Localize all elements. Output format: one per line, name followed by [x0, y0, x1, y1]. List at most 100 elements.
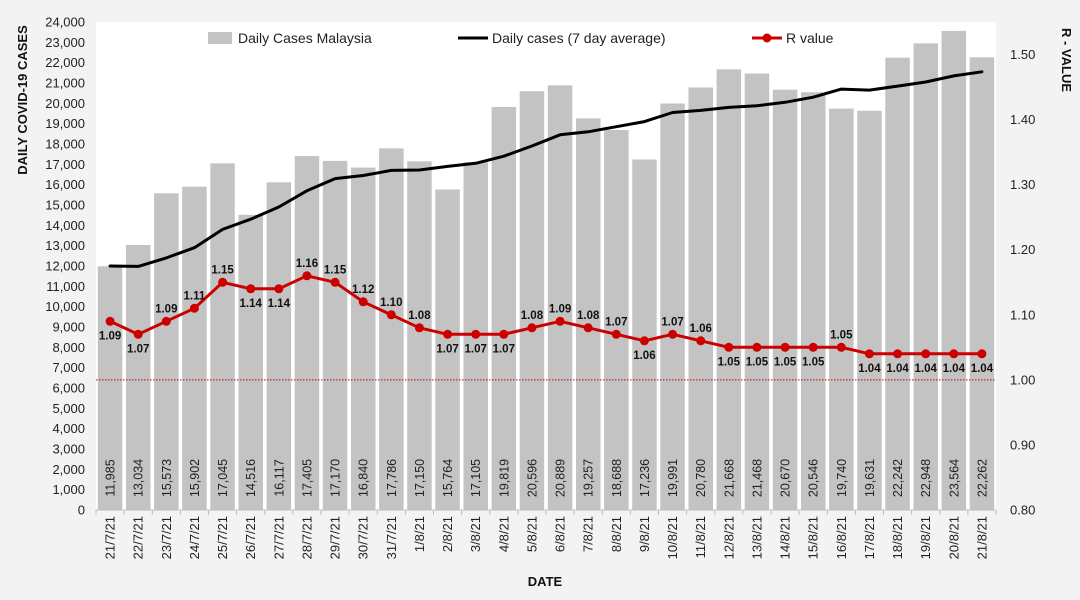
legend: Daily Cases Malaysia Daily cases (7 day a…	[208, 30, 834, 46]
r-value-label: 1.04	[886, 363, 909, 375]
y2-tick-label: 1.20	[1010, 242, 1035, 257]
y-tick-label: 1,000	[52, 482, 85, 497]
r-value-label: 1.08	[521, 310, 544, 322]
bar-value-label: 20,596	[525, 459, 539, 497]
bar	[294, 156, 320, 510]
x-tick-label: 14/8/21	[778, 516, 793, 559]
r-value-label: 1.07	[493, 343, 515, 355]
x-tick-label: 10/8/21	[665, 516, 680, 559]
y-tick-label: 17,000	[45, 157, 85, 172]
legend-label-average: Daily cases (7 day average)	[492, 30, 666, 46]
y-tick-label: 5,000	[52, 401, 85, 416]
r-value-point	[218, 277, 228, 287]
r-value-point	[105, 316, 115, 326]
bar-value-label: 20,546	[807, 459, 821, 497]
r-value-label: 1.05	[830, 329, 853, 341]
bar	[97, 266, 123, 510]
y-tick-label: 14,000	[45, 218, 85, 233]
r-value-point	[386, 310, 396, 320]
r-value-label: 1.07	[465, 343, 487, 355]
r-value-point	[752, 342, 762, 352]
bar-value-label: 17,236	[638, 459, 652, 497]
r-value-point	[949, 349, 959, 359]
bar	[772, 89, 798, 510]
y-tick-label: 9,000	[52, 320, 85, 335]
bar-value-label: 20,780	[694, 459, 708, 497]
bar	[941, 30, 967, 511]
bar	[351, 167, 376, 510]
bar-value-label: 22,948	[919, 459, 933, 497]
r-value-point	[414, 323, 424, 333]
average-line	[108, 70, 984, 268]
y-tick-label: 24,000	[45, 15, 85, 30]
x-tick-label: 1/8/21	[412, 516, 427, 552]
y-tick-label: 16,000	[45, 177, 85, 192]
r-value-label: 1.04	[971, 363, 994, 375]
x-tick-label: 4/8/21	[496, 516, 511, 552]
bar	[519, 91, 545, 510]
bar-value-label: 15,902	[188, 459, 202, 497]
bar-value-label: 21,668	[722, 459, 736, 497]
bar	[266, 182, 292, 511]
r-value-label: 1.08	[577, 310, 600, 322]
bar	[547, 85, 573, 511]
r-value-label: 1.07	[436, 343, 458, 355]
x-tick-label: 8/8/21	[609, 516, 624, 552]
r-value-label: 1.04	[943, 363, 966, 375]
bar	[379, 148, 404, 510]
r-value-point	[583, 323, 593, 333]
x-tick-label: 7/8/21	[581, 516, 596, 552]
bar-value-label: 15,764	[441, 459, 455, 497]
r-value-label: 1.11	[184, 290, 206, 302]
r-value-label: 1.15	[211, 264, 234, 276]
r-value-label: 1.06	[690, 323, 712, 335]
bar	[829, 108, 854, 510]
y-tick-label: 11,000	[46, 279, 85, 294]
x-tick-label: 6/8/21	[553, 516, 568, 552]
bar-value-label: 15,573	[160, 459, 174, 497]
y2-tick-label: 0.80	[1010, 503, 1035, 518]
y-tick-label: 22,000	[45, 55, 85, 70]
r-value-label: 1.09	[155, 303, 177, 315]
x-tick-label: 16/8/21	[834, 516, 849, 559]
bar-value-label: 20,889	[554, 459, 568, 497]
legend-swatch-bars	[208, 32, 232, 44]
r-value-point	[639, 336, 649, 346]
r-value-point	[921, 349, 931, 359]
x-tick-label: 24/7/21	[187, 516, 202, 559]
bar	[688, 87, 713, 510]
average-line-series	[108, 70, 984, 268]
bar-series: 11,985 13,034 15,573 15,902 17,045 14,516 16,1…	[97, 30, 995, 511]
bar-value-label: 17,150	[413, 459, 427, 497]
bar-value-label: 21,468	[750, 459, 764, 497]
r-value-line	[109, 274, 982, 356]
axes: 0 1,000 2,000 3,000 4,000 5,000 6,000 7,000 8,00…	[45, 15, 1035, 560]
r-value-point	[499, 329, 509, 339]
r-value-label: 1.09	[549, 303, 571, 315]
r-value-point	[668, 329, 678, 339]
bar	[885, 57, 910, 510]
r-value-point	[724, 342, 734, 352]
bar	[716, 69, 742, 511]
y-tick-label: 6,000	[52, 381, 85, 396]
y-tick-label: 7,000	[52, 360, 85, 375]
bar-value-label: 17,405	[300, 459, 314, 497]
r-value-point	[189, 303, 199, 313]
bar-value-label: 20,670	[779, 459, 793, 497]
bar	[491, 107, 517, 510]
x-tick-label: 13/8/21	[749, 516, 764, 559]
bar	[210, 163, 235, 510]
y-tick-label: 20,000	[45, 96, 85, 111]
y-axis-title: DAILY COVID-19 CASES	[15, 25, 30, 175]
r-value-label: 1.07	[127, 343, 149, 355]
x-tick-label: 2/8/21	[440, 516, 455, 552]
y2-tick-label: 1.10	[1010, 307, 1035, 322]
bar-value-label: 14,516	[244, 459, 258, 497]
bar	[238, 214, 263, 511]
legend-label-r: R value	[786, 30, 834, 46]
r-value-point	[893, 349, 903, 359]
x-tick-label: 19/8/21	[918, 516, 933, 559]
y2-tick-label: 1.50	[1010, 47, 1035, 62]
r-value-point	[133, 329, 143, 339]
